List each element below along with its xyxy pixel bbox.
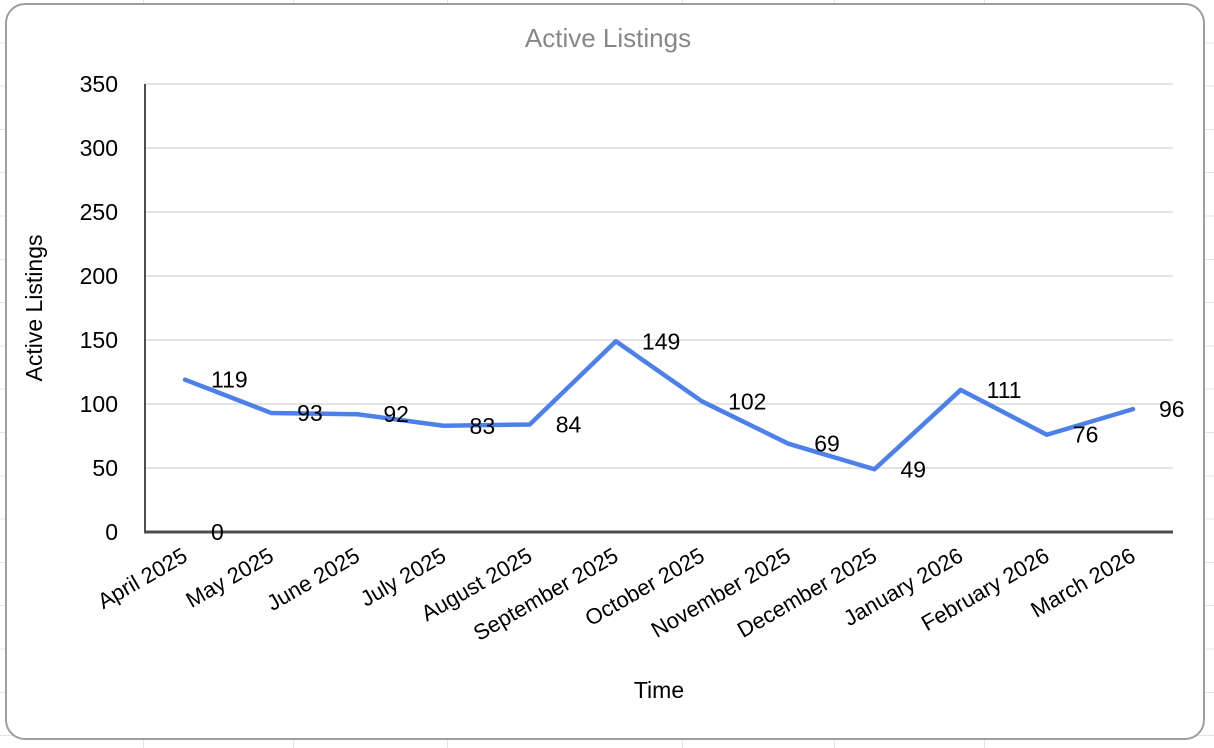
- x-tick-label: September 2025: [469, 543, 622, 646]
- y-tick-label: 300: [80, 135, 118, 161]
- x-tick-label: April 2025: [93, 543, 191, 614]
- y-tick-label: 100: [80, 391, 118, 417]
- data-point-label: 83: [470, 413, 496, 439]
- data-point-label: 93: [297, 400, 323, 426]
- x-tick-label: June 2025: [262, 543, 363, 616]
- data-point-label: 149: [642, 328, 680, 354]
- x-axis-title: Time: [634, 677, 684, 703]
- data-point-label: 111: [987, 377, 1022, 403]
- y-tick-label: 350: [80, 71, 118, 97]
- axes: [144, 84, 1173, 534]
- x-tick-label: May 2025: [182, 543, 278, 613]
- y-tick-label: 150: [80, 327, 118, 353]
- chart-title: Active Listings: [525, 23, 691, 53]
- data-point-label: 96: [1159, 396, 1185, 422]
- data-point-label: 76: [1073, 422, 1099, 448]
- y-tick-label: 0: [105, 519, 118, 545]
- y-axis-title: Active Listings: [21, 234, 47, 381]
- chart-card[interactable]: [5, 3, 1205, 740]
- data-labels: 119 93 92 83 84 149 102 69 49 111 76 96 0: [211, 328, 1185, 545]
- series-line: [182, 339, 1136, 472]
- data-point-label: 102: [728, 388, 766, 414]
- y-tick-label: 250: [80, 199, 118, 225]
- data-point-label: 84: [556, 411, 582, 437]
- y-tick-label: 200: [80, 263, 118, 289]
- y-tick-label: 50: [92, 455, 118, 481]
- data-point-label: 69: [814, 431, 840, 457]
- annotation-label: 0: [211, 519, 224, 545]
- gridlines: [145, 83, 1173, 469]
- data-point-label: 49: [900, 456, 926, 482]
- data-point-label: 92: [383, 401, 409, 427]
- data-point-label: 119: [211, 367, 248, 393]
- series-lines: [182, 339, 1136, 472]
